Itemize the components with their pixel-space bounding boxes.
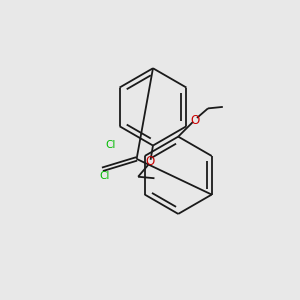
Text: O: O — [146, 155, 154, 168]
Text: Cl: Cl — [100, 171, 110, 181]
Text: O: O — [190, 114, 199, 127]
Text: Cl: Cl — [105, 140, 116, 150]
